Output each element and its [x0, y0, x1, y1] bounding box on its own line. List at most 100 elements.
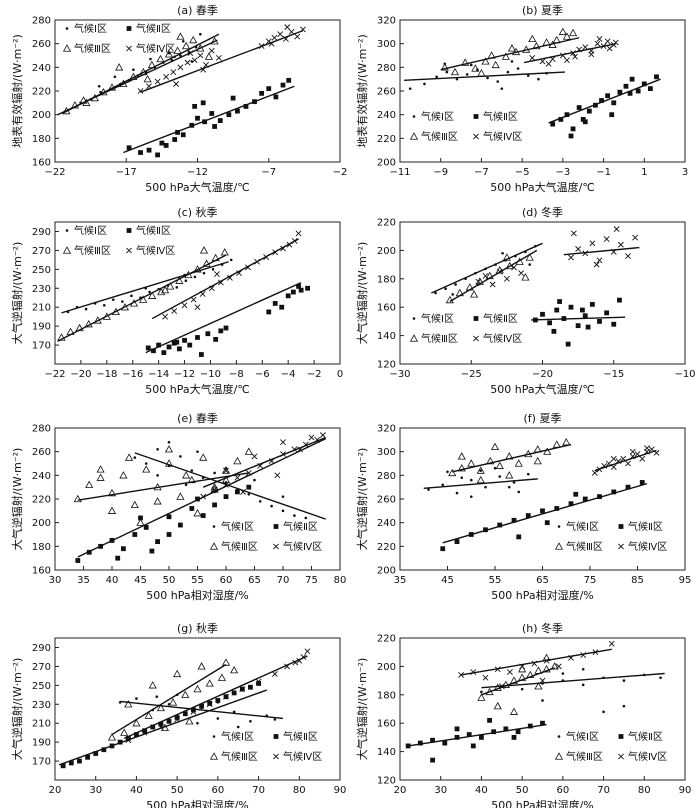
x-axis-label: 500 hPa相对湿度/%: [146, 798, 249, 808]
data-point: [582, 313, 588, 319]
x-tick-label: 85: [631, 575, 644, 586]
data-point: [294, 33, 301, 40]
chart-title: (d) 冬季: [522, 205, 563, 219]
y-tick-label: 170: [32, 757, 51, 768]
data-point: [540, 311, 545, 317]
y-tick-label: 280: [32, 424, 51, 435]
legend-label: 气候Ⅲ区: [566, 540, 603, 553]
data-point: [73, 494, 82, 503]
data-point: [604, 38, 611, 45]
data-point: [451, 293, 455, 296]
legend-marker: [273, 734, 279, 739]
data-point: [223, 481, 229, 488]
regression-line: [202, 436, 327, 488]
data-point: [107, 488, 117, 497]
data-point: [417, 740, 423, 746]
data-point: [143, 74, 152, 83]
data-point: [84, 307, 88, 311]
data-point: [617, 297, 622, 303]
data-point: [552, 440, 561, 448]
data-point: [602, 710, 605, 714]
legend-marker: [409, 334, 419, 342]
data-point: [256, 681, 261, 686]
data-point: [568, 28, 578, 37]
x-tick-label: 90: [679, 785, 692, 796]
data-point: [521, 273, 530, 281]
data-point: [591, 470, 598, 476]
data-point: [273, 94, 279, 100]
x-tick-label: 1: [641, 167, 647, 178]
data-point: [270, 504, 273, 508]
regression-line: [123, 85, 295, 154]
x-tick-label: −22: [44, 167, 65, 178]
data-point: [484, 485, 487, 489]
y-tick-label: 180: [377, 274, 396, 285]
data-point: [441, 483, 445, 487]
data-point: [448, 468, 457, 477]
x-tick-label: 45: [134, 575, 147, 586]
x-tick-label: 50: [171, 785, 184, 796]
data-point: [158, 721, 164, 727]
data-point: [545, 60, 552, 67]
x-tick-label: 90: [334, 785, 347, 796]
data-point: [285, 293, 291, 299]
data-point: [481, 57, 490, 65]
data-point: [525, 253, 534, 261]
data-point: [510, 60, 514, 63]
data-point: [512, 481, 516, 484]
data-point: [547, 320, 553, 326]
regression-line: [61, 261, 229, 314]
data-point: [622, 704, 626, 708]
data-point: [240, 488, 247, 495]
data-point: [251, 453, 258, 460]
y-tick-label: 200: [32, 518, 51, 529]
data-point: [543, 447, 552, 455]
data-point: [408, 87, 412, 90]
series-group: [123, 77, 295, 158]
legend-marker: [273, 524, 279, 529]
y-tick-label: 280: [377, 471, 396, 482]
data-point: [193, 684, 202, 693]
chart-title: (f) 夏季: [524, 412, 562, 425]
data-point: [295, 230, 302, 237]
legend-marker: [554, 542, 564, 550]
data-point: [581, 667, 585, 671]
data-point: [511, 264, 517, 271]
data-point: [518, 270, 525, 277]
data-point: [454, 283, 457, 286]
data-point: [174, 715, 180, 720]
data-point: [143, 525, 149, 530]
regression-line: [460, 648, 612, 676]
legend-marker: [473, 335, 479, 342]
data-point: [486, 456, 495, 465]
data-point: [195, 496, 200, 502]
data-point: [266, 309, 272, 315]
regression-line: [531, 316, 626, 321]
data-point: [572, 53, 578, 60]
x-tick-label: −16: [122, 369, 143, 380]
chart-panel: (b) 夏季−11 −9 −7 −5 −3 −1 1 32002202402602803003…: [355, 4, 688, 194]
data-point: [189, 35, 198, 44]
data-point: [77, 758, 82, 764]
legend-label: 气候Ⅰ区: [221, 520, 254, 533]
legend-marker: [209, 542, 219, 550]
data-point: [246, 484, 252, 490]
chart-panel: (h) 冬季 20 30 40 50 60 70 80 90 120 140 160 180 200 220…: [355, 621, 691, 808]
y-tick-label: 160: [32, 566, 51, 577]
data-point: [144, 462, 148, 465]
legend-label: 气候Ⅳ区: [628, 540, 667, 553]
data-point: [199, 453, 208, 461]
plot-frame: [54, 637, 341, 781]
data-point: [589, 240, 596, 247]
y-tick-label: 240: [32, 471, 51, 482]
data-point: [608, 640, 615, 647]
legend-marker: [273, 753, 279, 760]
y-tick-label: 300: [377, 447, 396, 458]
data-point: [293, 514, 296, 517]
data-point: [497, 522, 503, 528]
data-point: [160, 723, 170, 732]
legend-marker: [212, 525, 216, 528]
data-point: [272, 301, 278, 306]
data-point: [659, 676, 662, 680]
